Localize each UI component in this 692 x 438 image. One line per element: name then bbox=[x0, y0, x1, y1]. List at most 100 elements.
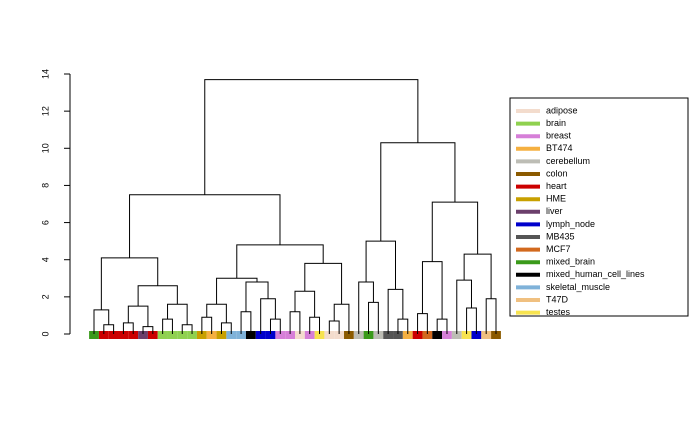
legend-label: T47D bbox=[546, 294, 569, 304]
merge bbox=[216, 277, 258, 305]
leaf-color bbox=[167, 331, 178, 339]
leaf-color bbox=[118, 331, 129, 339]
leaf-color bbox=[206, 331, 217, 339]
leaf-color bbox=[373, 331, 384, 339]
leaf-color bbox=[393, 331, 403, 339]
leaf-color bbox=[196, 331, 207, 339]
leaf-color bbox=[157, 331, 168, 339]
y-tick-label: 10 bbox=[40, 143, 50, 153]
legend-label: colon bbox=[546, 168, 568, 178]
legend-label: testes bbox=[546, 307, 571, 317]
legend-label: heart bbox=[546, 181, 567, 191]
leaf-color bbox=[442, 331, 452, 339]
merge bbox=[387, 288, 404, 334]
legend-label: mixed_human_cell_lines bbox=[546, 269, 645, 279]
leaf-color bbox=[324, 331, 335, 339]
leaf-color bbox=[236, 331, 246, 339]
merge bbox=[417, 313, 428, 334]
leaf-color bbox=[334, 331, 345, 339]
leaf-color bbox=[481, 331, 492, 339]
merge bbox=[206, 303, 227, 323]
merge bbox=[127, 305, 149, 327]
leaf-color bbox=[353, 331, 364, 339]
leaf-color bbox=[98, 331, 109, 339]
merge bbox=[162, 318, 173, 334]
leaf-color bbox=[89, 331, 99, 339]
merge bbox=[100, 257, 159, 310]
merge bbox=[304, 262, 343, 305]
leaf-color bbox=[422, 331, 433, 339]
merge bbox=[358, 281, 374, 334]
leaf-color bbox=[383, 331, 394, 339]
leaf-color bbox=[402, 331, 413, 339]
legend-label: lymph_node bbox=[546, 219, 595, 229]
merge bbox=[289, 311, 301, 334]
y-tick-label: 6 bbox=[40, 220, 50, 225]
y-tick-label: 12 bbox=[40, 106, 50, 116]
leaf-color bbox=[226, 331, 237, 339]
leaf-color bbox=[108, 331, 119, 339]
merge bbox=[380, 142, 456, 242]
leaf-color bbox=[471, 331, 482, 339]
merge bbox=[466, 307, 477, 334]
leaf-color bbox=[177, 331, 188, 339]
merge bbox=[463, 253, 492, 299]
leaf-color bbox=[295, 331, 305, 339]
leaf-color bbox=[245, 331, 256, 339]
merge bbox=[309, 316, 321, 334]
merge bbox=[485, 298, 497, 334]
legend-label: cerebellum bbox=[546, 156, 590, 166]
merge bbox=[93, 309, 110, 334]
legend-label: MB435 bbox=[546, 231, 575, 241]
leaf-color bbox=[432, 331, 443, 339]
leaf-color bbox=[187, 331, 197, 339]
y-tick-label: 14 bbox=[40, 69, 50, 79]
leaf-color bbox=[285, 331, 295, 339]
merge bbox=[240, 311, 252, 334]
leaf-color bbox=[147, 331, 158, 339]
leaf-color bbox=[363, 331, 374, 339]
merge bbox=[260, 298, 276, 334]
leaf-color bbox=[461, 331, 472, 339]
legend-label: skeletal_muscle bbox=[546, 282, 610, 292]
leaf-color bbox=[216, 331, 227, 339]
legend-label: liver bbox=[546, 206, 563, 216]
y-tick-label: 2 bbox=[40, 294, 50, 299]
leaf-color bbox=[451, 331, 462, 339]
leaf-color bbox=[255, 331, 266, 339]
y-tick-label: 0 bbox=[40, 331, 50, 336]
leaf-color bbox=[412, 331, 423, 339]
leaf-color bbox=[304, 331, 315, 339]
y-tick-label: 8 bbox=[40, 183, 50, 188]
legend-label: mixed_brain bbox=[546, 257, 595, 267]
leaf-color bbox=[314, 331, 325, 339]
leaf-color bbox=[344, 331, 354, 339]
merge bbox=[201, 316, 213, 334]
merge bbox=[236, 244, 324, 279]
leaf-color bbox=[275, 331, 286, 339]
legend-label: HME bbox=[546, 194, 566, 204]
merge bbox=[365, 240, 396, 290]
merge bbox=[436, 318, 448, 334]
legend-label: MCF7 bbox=[546, 244, 571, 254]
leaf-color bbox=[128, 331, 139, 339]
merge bbox=[137, 285, 178, 307]
merge bbox=[245, 281, 269, 312]
merge bbox=[204, 79, 419, 195]
merge bbox=[456, 279, 472, 334]
leaf-color bbox=[265, 331, 276, 339]
merge bbox=[421, 261, 443, 320]
leaf-color bbox=[491, 331, 501, 339]
merge bbox=[129, 194, 281, 258]
legend-label: breast bbox=[546, 131, 572, 141]
legend-label: adipose bbox=[546, 105, 578, 115]
merge bbox=[431, 201, 479, 262]
legend-label: brain bbox=[546, 118, 566, 128]
merge bbox=[167, 303, 188, 325]
leaf-color bbox=[138, 331, 148, 339]
merge bbox=[368, 301, 379, 334]
merge bbox=[269, 318, 281, 334]
y-tick-label: 4 bbox=[40, 257, 50, 262]
merge bbox=[333, 303, 350, 334]
